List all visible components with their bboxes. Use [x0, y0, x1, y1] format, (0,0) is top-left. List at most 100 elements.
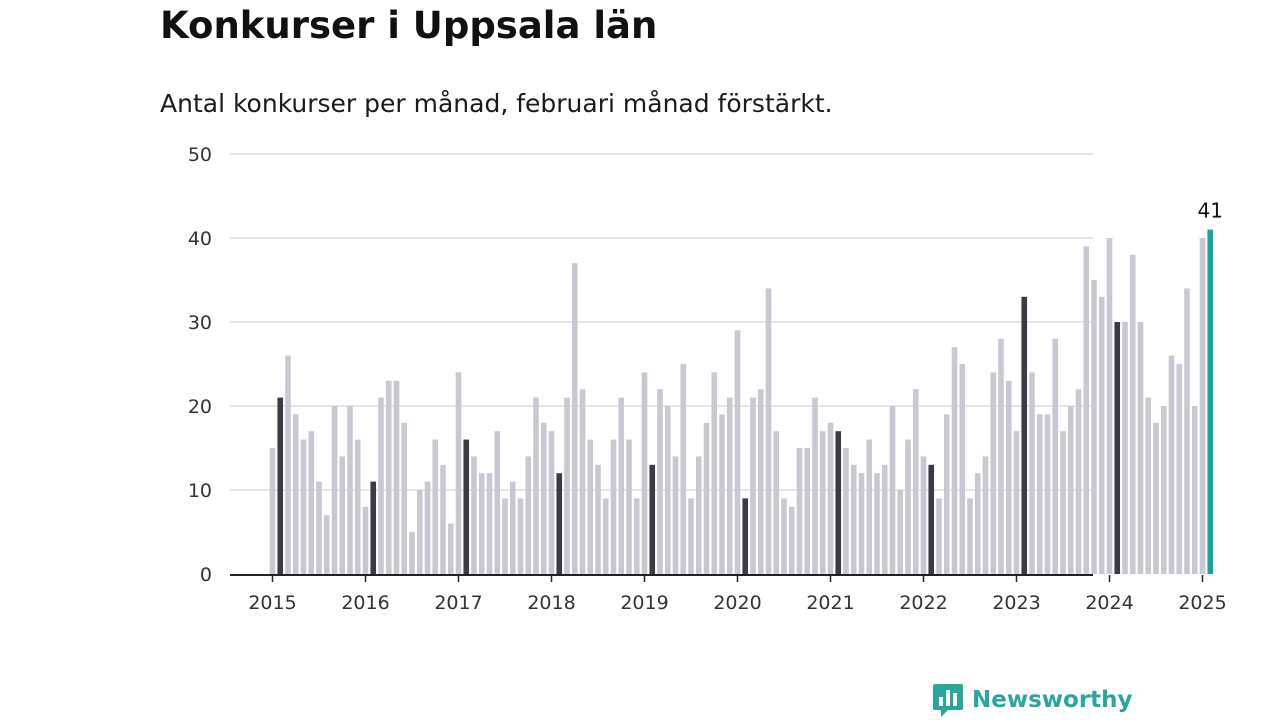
- bar-february: [556, 473, 563, 574]
- bar: [827, 422, 834, 574]
- bar: [1160, 406, 1167, 574]
- bar: [1137, 322, 1144, 574]
- bar: [726, 397, 733, 574]
- bar: [1060, 431, 1066, 574]
- bar: [401, 422, 408, 574]
- x-tick-label: 2025: [1178, 592, 1226, 614]
- bar: [664, 406, 671, 574]
- bar: [1091, 280, 1097, 574]
- bar: [672, 456, 679, 574]
- bar: [680, 364, 687, 574]
- bar: [385, 380, 392, 574]
- y-tick-label: 30: [188, 312, 212, 334]
- bar: [1176, 364, 1183, 574]
- bar: [548, 431, 555, 574]
- x-tick-label: 2018: [527, 592, 575, 614]
- bar: [788, 506, 795, 574]
- bar: [323, 515, 330, 574]
- bar: [595, 464, 601, 574]
- bar: [393, 380, 400, 574]
- y-tick-label: 20: [188, 396, 212, 418]
- bar: [905, 439, 911, 574]
- bar: [447, 523, 454, 574]
- x-axis: 2015 2016 2017 2018 2019 2020 2021 2022 2023 2024…: [230, 574, 1227, 614]
- bar: [912, 389, 919, 574]
- bar: [424, 481, 431, 574]
- bar: [525, 456, 532, 574]
- y-tick-label: 50: [188, 144, 212, 166]
- bar-latest: [1207, 229, 1214, 574]
- y-tick-label: 40: [188, 228, 212, 250]
- bar: [951, 347, 958, 574]
- x-tick-label: 2017: [434, 592, 482, 614]
- bar-february: [742, 498, 749, 574]
- bar: [1052, 338, 1059, 574]
- bar: [339, 456, 346, 574]
- y-tick-label: 10: [188, 480, 212, 502]
- bar: [1075, 389, 1082, 574]
- bar: [734, 330, 741, 574]
- bar: [959, 364, 966, 574]
- x-tick-label: 2024: [1085, 592, 1133, 614]
- bar: [300, 439, 307, 574]
- bar: [316, 481, 322, 574]
- bar: [1067, 406, 1074, 574]
- bar: [695, 456, 702, 574]
- bar: [579, 389, 586, 574]
- bar: [1036, 414, 1043, 574]
- bar: [564, 397, 570, 574]
- bar: [509, 481, 516, 574]
- bar: [292, 414, 299, 574]
- bar-february: [277, 397, 284, 574]
- bar: [1191, 406, 1198, 574]
- bar: [533, 397, 539, 574]
- bar: [331, 406, 338, 574]
- bar: [657, 389, 663, 574]
- bar: [1145, 397, 1152, 574]
- bar: [757, 389, 764, 574]
- bar: [471, 456, 477, 574]
- bar: [897, 490, 904, 574]
- bar-february: [370, 481, 377, 574]
- x-tick-label: 2019: [620, 592, 668, 614]
- x-tick-label: 2023: [992, 592, 1040, 614]
- bar: [850, 464, 857, 574]
- bar: [602, 498, 609, 574]
- x-tick-label: 2020: [713, 592, 761, 614]
- bar: [1106, 238, 1113, 574]
- bar: [858, 473, 865, 574]
- bar: [967, 498, 973, 574]
- bar: [974, 473, 981, 574]
- bar: [765, 288, 772, 574]
- bar: [378, 397, 384, 574]
- bar: [1005, 380, 1012, 574]
- brand-name: Newsworthy: [972, 687, 1133, 713]
- bar: [517, 498, 524, 574]
- bar: [990, 372, 997, 574]
- bar: [866, 439, 873, 574]
- bar-february: [649, 464, 656, 574]
- bar: [641, 372, 648, 574]
- bar: [285, 355, 291, 574]
- bar-february: [1021, 296, 1028, 574]
- bar: [688, 498, 694, 574]
- bar-chart: 0 10 20 30 40 50 2015 2016 2017 2018 2019 2020 2021…: [188, 144, 1227, 614]
- bar-february: [1114, 322, 1121, 574]
- bar: [587, 439, 594, 574]
- bar: [1129, 254, 1136, 575]
- bar: [711, 372, 718, 574]
- brand-logo: Newsworthy: [932, 682, 1133, 718]
- bar: [618, 397, 625, 574]
- latest-value-label: 41: [1198, 199, 1223, 223]
- bar: [781, 498, 787, 574]
- bar: [1122, 322, 1128, 574]
- bar: [936, 498, 942, 574]
- bar: [719, 414, 725, 574]
- y-tick-label: 0: [200, 564, 212, 586]
- bar: [362, 506, 369, 574]
- bar: [455, 372, 462, 574]
- bar: [494, 431, 501, 574]
- bar: [486, 473, 493, 574]
- bar: [796, 448, 803, 574]
- bar: [633, 498, 640, 574]
